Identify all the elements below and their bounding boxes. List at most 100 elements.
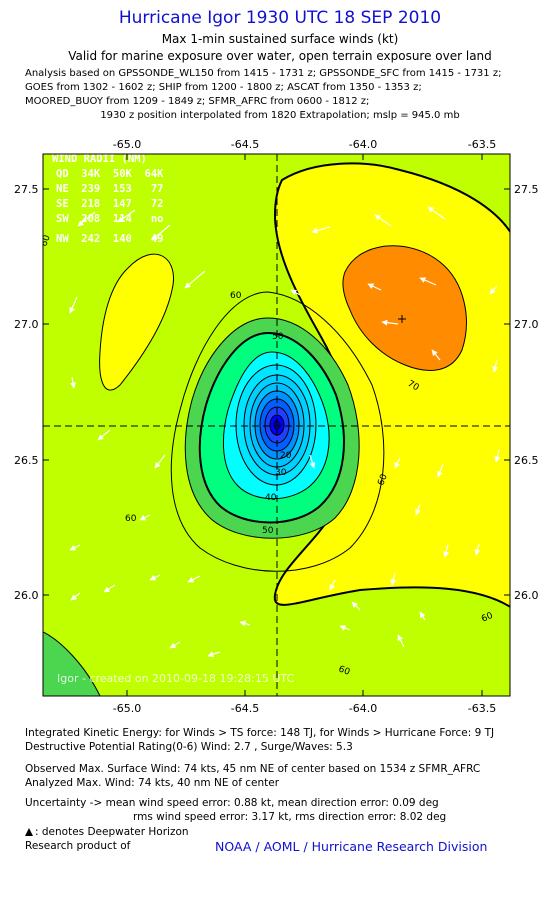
analysis-sources: Analysis based on GPSSONDE_WL150 from 14… — [25, 67, 501, 109]
page-title: Hurricane Igor 1930 UTC 18 SEP 2010 — [118, 8, 442, 28]
y-tick-label-left: 26.0 — [14, 589, 39, 602]
wind-radii-row: NW 242 140 49 — [56, 233, 163, 245]
max-wind-block: Observed Max. Surface Wind: 74 kts, 45 n… — [25, 762, 480, 790]
wind-vector-arrow — [381, 319, 399, 326]
wind-vector-arrow — [309, 454, 316, 469]
wind-vector-arrow — [351, 601, 361, 611]
y-tick-label-right: 27.5 — [514, 183, 539, 196]
wind-vector-arrow — [474, 543, 481, 556]
wind-vector-arrow — [69, 544, 81, 551]
contour-label: 60 — [480, 611, 495, 625]
plot-frame — [42, 153, 511, 697]
y-tick-label-right: 26.0 — [514, 589, 539, 602]
ike-line: Integrated Kinetic Energy: for Winds > T… — [25, 727, 495, 739]
x-tick-label-top: -64.0 — [349, 138, 377, 151]
wind-vector-arrow — [97, 429, 111, 441]
wind-vector-arrow — [154, 454, 166, 469]
deepwater-horizon-icon — [25, 828, 33, 836]
wind-vector-arrow — [70, 592, 81, 601]
axis-ticks — [43, 154, 510, 696]
wind-radii-row: SW 208 114 no — [56, 213, 163, 225]
analysis-line: MOORED_BUOY from 1209 - 1849 z; SFMR_AFR… — [25, 96, 370, 107]
wind-vector-arrow — [419, 277, 437, 286]
wind-vector-arrow — [427, 206, 446, 220]
contour-label: 50 — [262, 526, 274, 536]
wind-vector-arrow — [494, 449, 501, 463]
y-tick-label-left: 27.0 — [14, 318, 39, 331]
wind-vector-arrow — [339, 625, 351, 631]
wind-vector-arrow — [103, 584, 116, 593]
uncertainty-line: rms wind speed error: 3.17 kt, rms direc… — [133, 811, 447, 823]
wind-vector-arrow — [390, 572, 397, 586]
x-tick-label-bottom: -63.5 — [468, 702, 496, 715]
wind-vector-arrow — [184, 270, 206, 289]
wind-vector-arrow — [149, 574, 161, 581]
credit-label: Research product of — [25, 840, 131, 852]
wind-vector-arrow — [117, 209, 136, 223]
wind-vector-arrow — [70, 376, 76, 389]
product-subtitle: Max 1-min sustained surface winds (kt) — [161, 32, 399, 46]
wind-vector-arrow — [374, 214, 392, 227]
wind-vector-arrow — [169, 641, 181, 649]
wind-vector-arrow — [187, 575, 201, 583]
wind-vector-arrow — [419, 611, 426, 621]
y-tick-label-right: 27.0 — [514, 318, 539, 331]
wind-radii-header: QD 34K 50K 64K — [56, 168, 164, 180]
x-tick-label-top: -65.0 — [113, 138, 141, 151]
wind-vector-arrow — [77, 211, 96, 227]
x-tick-label-top: -63.5 — [468, 138, 496, 151]
interpolation-note: 1930 z position interpolated from 1820 E… — [100, 110, 460, 121]
contour-label: 50 — [272, 332, 284, 342]
wind-vector-arrow — [69, 296, 78, 314]
wind-vector-arrow — [431, 349, 441, 361]
contour-label: 30 — [275, 468, 287, 478]
x-tick-label-bottom: -64.5 — [231, 702, 259, 715]
wind-radii-row: NE 239 153 77 — [56, 183, 163, 195]
wind-vector-arrow — [437, 463, 444, 478]
x-tick-label-bottom: -64.0 — [349, 702, 377, 715]
contour-label: 60 — [230, 291, 242, 301]
y-tick-label-left: 27.5 — [14, 183, 39, 196]
y-tick-label-left: 26.5 — [14, 454, 39, 467]
energy-block: Integrated Kinetic Energy: for Winds > T… — [25, 726, 494, 754]
wind-radii-title: WIND RADII (NM) — [52, 153, 147, 165]
wind-vector-arrow — [311, 226, 331, 234]
ring-60kt — [170, 291, 385, 572]
contour-label: 20 — [280, 451, 292, 461]
analysis-line: Analysis based on GPSSONDE_WL150 from 14… — [25, 68, 502, 79]
wind-vector-arrow — [415, 503, 421, 516]
uncertainty-block: Uncertainty -> mean wind speed error: 0.… — [25, 796, 446, 824]
legend-note: : denotes Deepwater Horizon — [25, 825, 189, 839]
contour-label: 60 — [125, 514, 137, 524]
wind-vectors — [69, 206, 501, 658]
wind-vector-arrow — [443, 543, 450, 558]
contour-label: 60 — [39, 234, 52, 248]
x-tick-label-bottom: -65.0 — [113, 702, 141, 715]
analyzed-max-wind: Analyzed Max. Wind: 74 kts, 40 nm NE of … — [25, 777, 280, 789]
wind-vector-arrow — [239, 620, 251, 627]
observed-max-wind: Observed Max. Surface Wind: 74 kts, 45 n… — [25, 763, 481, 775]
zone-80kt — [342, 245, 467, 371]
contour-label: 60 — [376, 473, 389, 487]
validity-note: Valid for marine exposure over water, op… — [68, 49, 492, 63]
wind-vector-arrow — [397, 634, 405, 648]
wind-vector-arrow — [367, 283, 382, 291]
wind-radii-row: SE 218 147 72 — [56, 198, 163, 210]
wind-vector-arrow — [290, 289, 301, 296]
x-tick-label-top: -64.5 — [231, 138, 259, 151]
wind-vector-arrow — [394, 457, 401, 469]
zone-70kt-west — [99, 253, 174, 391]
wind-vector-arrow — [489, 285, 498, 295]
wind-vector-arrow — [329, 579, 336, 591]
dpr-line: Destructive Potential Rating(0-6) Wind: … — [25, 741, 353, 753]
org-link[interactable]: NOAA / AOML / Hurricane Research Divisio… — [215, 839, 488, 854]
wind-vector-arrow — [139, 514, 151, 521]
deepwater-note: : denotes Deepwater Horizon — [35, 826, 189, 838]
wind-vector-arrow — [151, 224, 171, 241]
uncertainty-line: Uncertainty -> mean wind speed error: 0.… — [25, 797, 439, 809]
wind-contour-field: 60 60 60 60 60 60 70 50 50 40 30 20 WIND… — [39, 153, 510, 696]
max-wind-marker — [398, 315, 406, 323]
y-tick-label-right: 26.5 — [514, 454, 539, 467]
wind-vector-arrow — [492, 359, 499, 373]
contour-label: 60 — [337, 664, 351, 677]
